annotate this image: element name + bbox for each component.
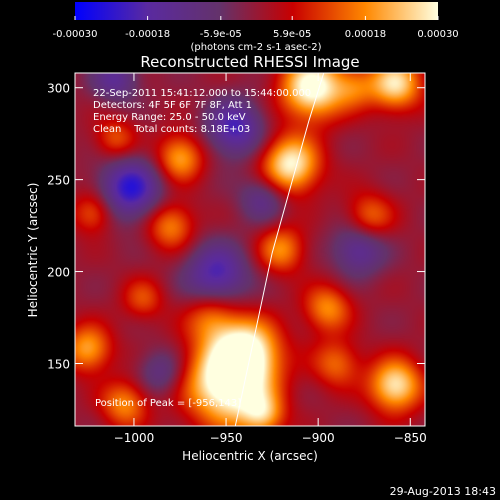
- colorbar-ticks: -0.00030 -0.00018 -5.9e-05 5.9e-05 0.00018 0.…: [53, 16, 459, 40]
- x-axis-ticks: −1000 −950 −900 −850: [114, 73, 427, 445]
- colorbar-tick-label: 0.00030: [417, 29, 458, 40]
- x-axis-label: Heliocentric X (arcsec): [182, 449, 318, 463]
- y-axis-label: Heliocentric Y (arcsec): [26, 183, 40, 318]
- x-tick-label: −900: [302, 431, 335, 445]
- x-tick-label: −950: [210, 431, 243, 445]
- plot-area: [75, 73, 425, 426]
- annotation-energy-range: Energy Range: 25.0 - 50.0 keV: [93, 112, 246, 123]
- plot-frame: [74, 72, 426, 427]
- colorbar-tick-label: 0.00018: [345, 29, 386, 40]
- peak-position-label: Position of Peak = [-956,143]: [95, 398, 241, 409]
- colorbar-tick-label: -5.9e-05: [200, 29, 242, 40]
- heatmap-image: [75, 73, 425, 426]
- annotation-block: 22-Sep-2011 15:41:12.000 to 15:44:00.000…: [93, 88, 311, 135]
- y-axis-ticks: 150 200 250 300: [47, 82, 425, 371]
- y-tick-label: 150: [47, 357, 70, 371]
- x-tick-label: −850: [394, 431, 427, 445]
- footer-date: 29-Aug-2013 18:43: [390, 485, 496, 498]
- solar-limb-line: [234, 73, 325, 426]
- y-tick-label: 250: [47, 174, 70, 188]
- chart-title: Reconstructed RHESSI Image: [140, 53, 359, 71]
- annotation-detectors: Detectors: 4F 5F 6F 7F 8F, Att 1: [93, 100, 252, 111]
- colorbar-unit-label: (photons cm-2 s-1 asec-2): [190, 42, 321, 53]
- y-tick-label: 300: [47, 82, 70, 96]
- colorbar-tick-label: 5.9e-05: [273, 29, 311, 40]
- colorbar-tick-label: -0.00030: [53, 29, 98, 40]
- y-tick-label: 200: [47, 266, 70, 280]
- x-tick-label: −1000: [114, 431, 155, 445]
- annotation-total-counts: Clean Total counts: 8.18E+03: [93, 124, 250, 135]
- colorbar-tick-label: -0.00018: [125, 29, 170, 40]
- colorbar: [75, 2, 438, 20]
- annotation-time-range: 22-Sep-2011 15:41:12.000 to 15:44:00.000: [93, 88, 311, 99]
